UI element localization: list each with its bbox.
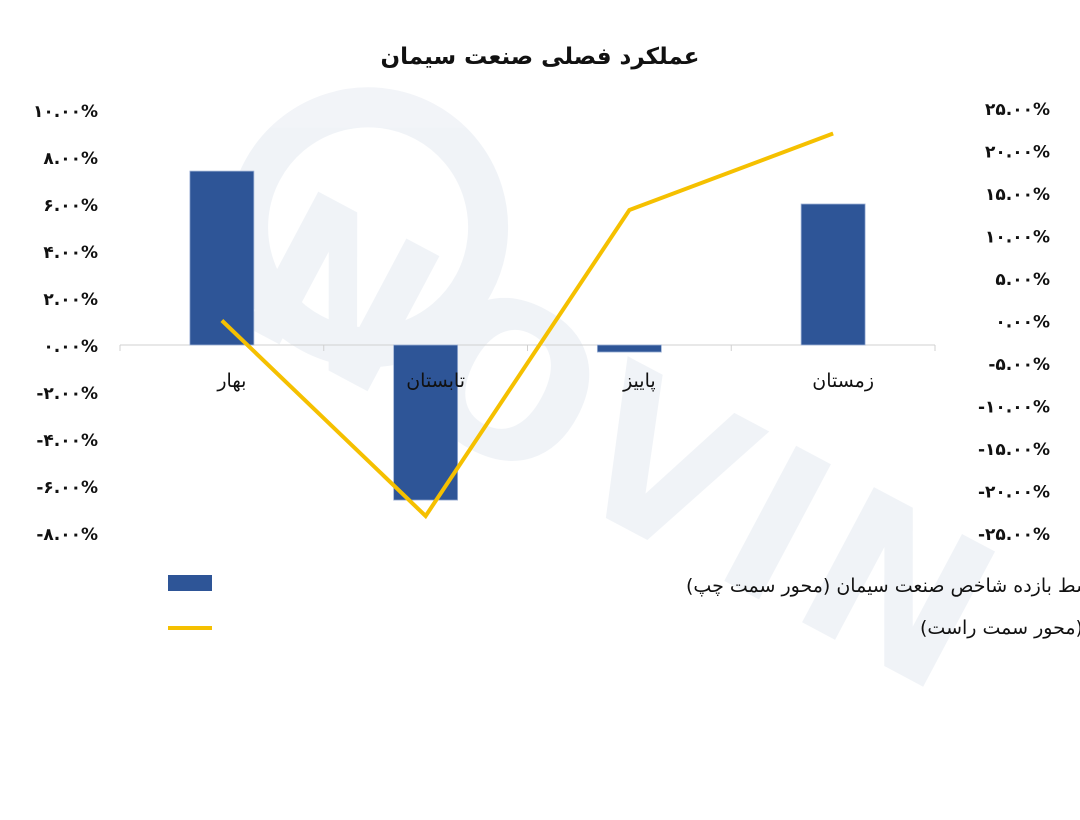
legend: متوسط بازده شاخص صنعت سیمان (محور سمت چپ… bbox=[168, 575, 1080, 639]
right-axis-tick-label: -۲۰.۰۰% bbox=[978, 483, 1050, 503]
left-axis-tick-label: -۲.۰۰% bbox=[36, 384, 98, 404]
left-axis-tick-label: ۱۰.۰۰% bbox=[33, 102, 98, 122]
right-axis-tick-label: -۲۵.۰۰% bbox=[978, 525, 1050, 545]
right-axis-tick-label: -۱۰.۰۰% bbox=[978, 398, 1050, 418]
baseline-group bbox=[120, 345, 935, 351]
bar bbox=[394, 345, 458, 500]
left-axis-tick-label: -۴.۰۰% bbox=[36, 431, 98, 451]
left-axis-tick-label: -۸.۰۰% bbox=[36, 525, 98, 545]
right-axis-tick-label: ۱۵.۰۰% bbox=[985, 185, 1050, 205]
right-axis-tick-label: -۱۵.۰۰% bbox=[978, 440, 1050, 460]
category-label: بهار bbox=[216, 370, 246, 392]
legend-swatch-bar bbox=[168, 575, 212, 591]
right-axis-tick-label: ۰.۰۰% bbox=[995, 313, 1050, 333]
bar bbox=[801, 204, 865, 345]
category-labels: بهار تابستان پاییز زمستان bbox=[216, 370, 874, 392]
bar-series bbox=[190, 171, 865, 500]
category-label: زمستان bbox=[812, 370, 874, 392]
right-axis: ۲۵.۰۰% ۲۰.۰۰% ۱۵.۰۰% ۱۰.۰۰% ۵.۰۰% ۰.۰۰% -۵.۰۰%… bbox=[978, 100, 1050, 545]
chart: عملکرد فصلی صنعت سیمان ۱۰.۰۰% ۸.۰۰% ۶.۰۰% ۴… bbox=[0, 0, 1080, 675]
left-axis-tick-label: ۲.۰۰% bbox=[43, 290, 98, 310]
line-path bbox=[222, 134, 833, 517]
right-axis-tick-label: ۲۰.۰۰% bbox=[985, 143, 1050, 163]
line-series bbox=[222, 133, 833, 516]
bar bbox=[597, 345, 661, 352]
left-axis-tick-label: ۶.۰۰% bbox=[43, 196, 98, 216]
right-axis-tick-label: ۲۵.۰۰% bbox=[985, 100, 1050, 120]
category-label: تابستان bbox=[406, 370, 465, 392]
category-label: پاییز bbox=[622, 370, 656, 392]
right-axis-tick-label: ۵.۰۰% bbox=[995, 270, 1050, 290]
right-axis-tick-label: ۱۰.۰۰% bbox=[985, 228, 1050, 248]
left-axis-tick-label: -۶.۰۰% bbox=[36, 478, 98, 498]
legend-label-bar: متوسط بازده شاخص صنعت سیمان (محور سمت چپ… bbox=[686, 575, 1080, 597]
bar bbox=[190, 171, 254, 345]
left-axis-tick-label: ۸.۰۰% bbox=[43, 149, 98, 169]
left-axis-tick-label: ۰.۰۰% bbox=[43, 337, 98, 357]
chart-title: عملکرد فصلی صنعت سیمان bbox=[380, 44, 699, 70]
left-axis: ۱۰.۰۰% ۸.۰۰% ۶.۰۰% ۴.۰۰% ۲.۰۰% ۰.۰۰% -۲.۰۰% -۴.… bbox=[33, 102, 98, 545]
legend-label-line: تفاوت نسبت سال‌های دارای بازده مازاد مثب… bbox=[920, 617, 1080, 639]
right-axis-tick-label: -۵.۰۰% bbox=[988, 355, 1050, 375]
left-axis-tick-label: ۴.۰۰% bbox=[43, 243, 98, 263]
